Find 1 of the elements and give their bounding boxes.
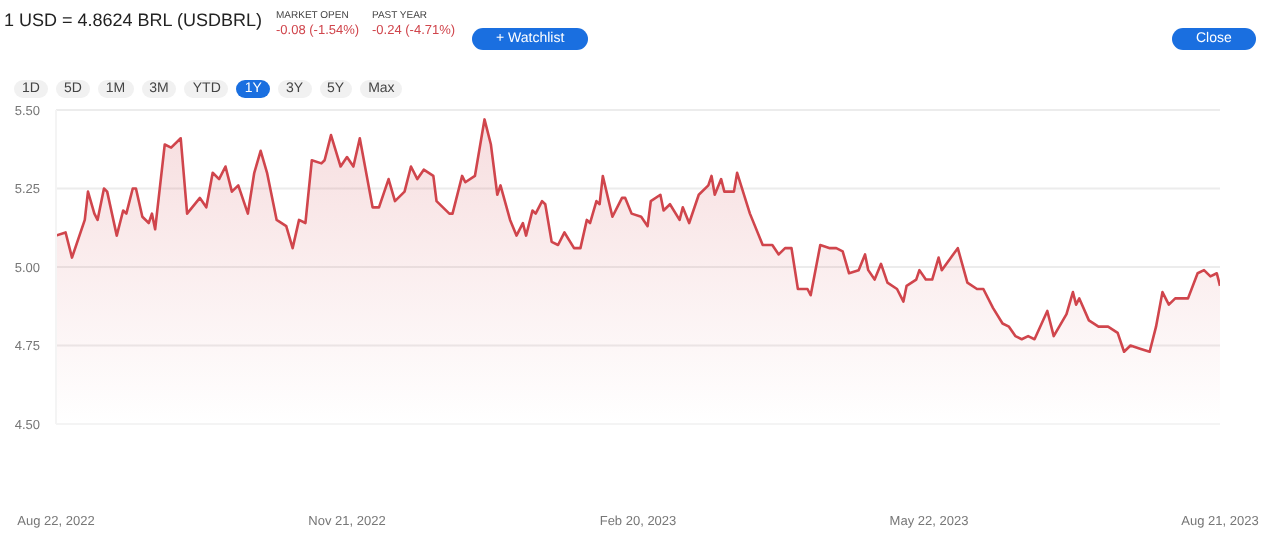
chart-title: 1 USD = 4.8624 BRL (USDBRL) [4,10,262,30]
